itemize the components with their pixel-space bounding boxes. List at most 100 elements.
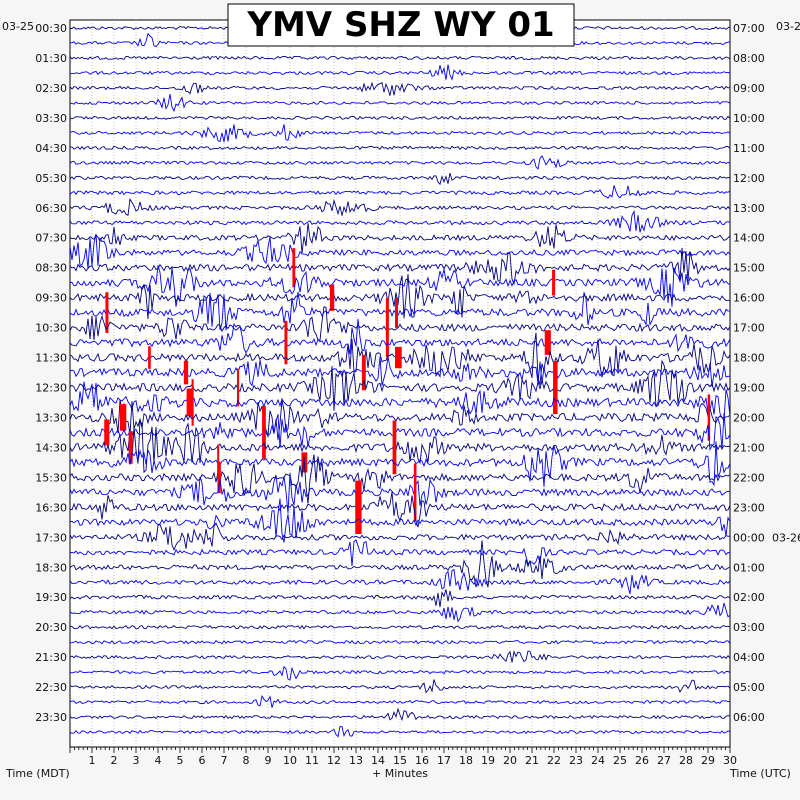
seismic-trace — [69, 540, 731, 588]
right-hour-label: 17:00 — [733, 322, 765, 335]
seismic-trace — [69, 568, 731, 595]
x-tick-label: 14 — [371, 754, 385, 767]
left-time-labels: 00:30 01:30 02:30 03:30 04:30 05:30 06:30 07:30… — [35, 22, 67, 724]
seismic-trace — [69, 306, 731, 341]
right-hour-label: 02:00 — [733, 591, 765, 604]
left-hour-label: 15:30 — [35, 471, 67, 484]
right-hour-label: 18:00 — [733, 352, 765, 365]
seismic-trace — [69, 624, 731, 630]
seismic-trace — [69, 419, 731, 474]
seismic-trace — [69, 589, 731, 608]
x-tick-label: 11 — [305, 754, 319, 767]
right-hour-label: 13:00 — [733, 202, 765, 215]
left-axis-title: Time (MDT) — [5, 767, 70, 780]
x-tick-label: 9 — [265, 754, 272, 767]
left-hour-label: 12:30 — [35, 382, 67, 395]
seismic-trace — [69, 665, 731, 681]
seismic-trace — [69, 695, 731, 708]
seismic-trace — [69, 356, 731, 387]
seismic-trace — [69, 273, 730, 320]
x-tick-label: 5 — [177, 754, 184, 767]
left-hour-label: 11:30 — [35, 352, 67, 365]
seismic-trace — [69, 172, 731, 186]
seismic-trace — [69, 64, 731, 81]
seismic-trace — [70, 639, 731, 645]
seismic-trace — [69, 155, 731, 170]
seismic-trace — [69, 55, 731, 61]
seismic-trace — [69, 94, 731, 113]
seismic-trace — [69, 381, 731, 422]
seismic-trace — [69, 318, 731, 355]
x-tick-label: 17 — [437, 754, 451, 767]
seismic-trace — [69, 454, 731, 504]
seismic-trace — [69, 247, 731, 286]
right-hour-label: 20:00 — [733, 411, 765, 424]
seismic-traces — [69, 18, 731, 738]
left-hour-label: 06:30 — [35, 202, 67, 215]
left-hour-label: 10:30 — [35, 322, 67, 335]
left-date-label: 03-25 — [2, 20, 34, 33]
right-hour-label: 14:00 — [733, 232, 765, 245]
x-tick-label: 10 — [283, 754, 297, 767]
seismic-trace — [69, 522, 731, 551]
right-hour-label: 21:00 — [733, 441, 765, 454]
right-hour-label: 11:00 — [733, 142, 765, 155]
right-hour-label: 16:00 — [733, 292, 765, 305]
left-hour-label: 05:30 — [35, 172, 67, 185]
left-hour-label: 20:30 — [35, 621, 67, 634]
left-hour-label: 21:30 — [35, 651, 67, 664]
left-hour-label: 02:30 — [35, 82, 67, 95]
left-hour-label: 07:30 — [35, 232, 67, 245]
x-tick-label: 25 — [613, 754, 627, 767]
left-hour-label: 04:30 — [35, 142, 67, 155]
right-hour-label: 06:00 — [733, 711, 765, 724]
x-tick-label: 22 — [547, 754, 561, 767]
seismic-trace — [69, 359, 731, 411]
left-hour-label: 01:30 — [35, 52, 67, 65]
right-hour-label: 23:00 — [733, 501, 765, 514]
right-hour-label: 01:00 — [733, 561, 765, 574]
right-hour-label: 15:00 — [733, 262, 765, 275]
x-axis-title: + Minutes — [372, 767, 428, 780]
seismic-trace — [69, 233, 731, 269]
right-hour-label: 05:00 — [733, 681, 765, 694]
seismic-trace — [69, 81, 731, 96]
right-date-change-label: 03-26 — [772, 531, 800, 544]
x-tick-label: 3 — [133, 754, 140, 767]
seismic-trace — [69, 539, 731, 567]
left-hour-label: 17:30 — [35, 531, 67, 544]
seismic-trace — [69, 707, 731, 722]
left-hour-label: 03:30 — [35, 112, 67, 125]
left-hour-label: 08:30 — [35, 262, 67, 275]
x-tick-label: 30 — [723, 754, 737, 767]
right-date-label: 03-2 — [776, 20, 800, 33]
x-tick-label: 1 — [89, 754, 96, 767]
left-hour-label: 13:30 — [35, 411, 67, 424]
x-axis-ticks: 1 2 3 4 5 6 7 8 9 10 11 12 13 14 15 16 17 18 19 20 21 22 23 24 2… — [69, 747, 737, 767]
right-hour-label: 07:00 — [733, 22, 765, 35]
right-hour-label: 03:00 — [733, 621, 765, 634]
x-tick-label: 19 — [481, 754, 495, 767]
seismic-trace — [69, 209, 731, 233]
left-hour-label: 23:30 — [35, 711, 67, 724]
x-tick-label: 23 — [569, 754, 583, 767]
right-hour-label: 10:00 — [733, 112, 765, 125]
x-tick-label: 6 — [199, 754, 206, 767]
seismic-trace — [69, 115, 731, 121]
right-hour-label: 08:00 — [733, 52, 765, 65]
x-tick-label: 16 — [415, 754, 429, 767]
x-tick-label: 15 — [393, 754, 407, 767]
x-tick-label: 26 — [635, 754, 649, 767]
right-hour-label: 22:00 — [733, 471, 765, 484]
seismic-trace — [69, 291, 731, 331]
x-tick-label: 24 — [591, 754, 605, 767]
right-axis-title: Time (UTC) — [729, 767, 791, 780]
title-box — [227, 3, 575, 47]
right-hour-label: 00:00 — [733, 531, 765, 544]
x-tick-label: 13 — [349, 754, 363, 767]
left-hour-label: 16:30 — [35, 501, 67, 514]
seismic-trace — [69, 185, 731, 199]
seismic-trace — [69, 602, 731, 623]
seismic-trace — [69, 197, 731, 216]
